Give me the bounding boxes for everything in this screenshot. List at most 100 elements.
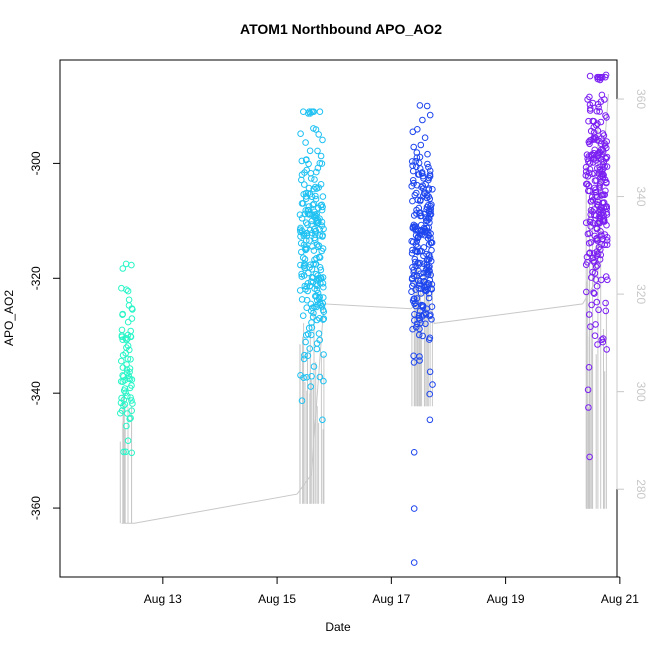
data-point	[591, 332, 599, 340]
data-point	[297, 224, 304, 232]
data-point	[301, 260, 308, 267]
data-point	[312, 212, 320, 220]
data-point	[584, 386, 592, 394]
data-point	[409, 167, 417, 175]
y-tick-label: -300	[29, 151, 43, 175]
data-point	[586, 101, 594, 109]
data-point	[411, 311, 418, 318]
data-point	[301, 351, 308, 359]
data-point	[426, 111, 434, 119]
data-point	[598, 135, 605, 142]
data-point	[126, 346, 133, 354]
data-point	[594, 120, 601, 127]
data-point	[312, 192, 319, 200]
data-point	[596, 206, 604, 213]
data-point	[426, 390, 434, 398]
data-point	[602, 307, 610, 315]
data-point	[411, 191, 419, 199]
data-point	[590, 250, 598, 257]
data-point	[593, 225, 601, 233]
data-point	[319, 316, 327, 323]
data-point	[598, 191, 606, 199]
data-point	[603, 221, 610, 229]
data-point	[303, 237, 310, 244]
data-point	[426, 336, 433, 343]
data-point	[416, 357, 423, 364]
data-point	[426, 368, 434, 376]
data-point	[297, 240, 305, 247]
data-point	[593, 201, 601, 208]
data-point	[119, 310, 126, 318]
data-point	[123, 361, 130, 368]
data-point	[428, 303, 436, 311]
data-point	[602, 71, 610, 79]
data-point	[313, 168, 320, 176]
data-point	[596, 256, 604, 263]
data-point	[128, 382, 135, 389]
data-point	[124, 410, 131, 417]
data-point	[307, 300, 315, 308]
data-point	[305, 184, 313, 192]
data-point	[584, 230, 592, 238]
data-point	[310, 309, 317, 317]
data-point	[309, 243, 316, 250]
data-point	[592, 321, 599, 328]
data-point	[425, 163, 432, 171]
data-point	[314, 147, 321, 155]
data-point	[415, 282, 423, 289]
data-point	[316, 253, 323, 261]
data-point	[589, 170, 596, 178]
data-point	[598, 168, 605, 175]
data-point	[308, 324, 316, 331]
data-point	[594, 237, 601, 244]
data-point	[122, 350, 129, 357]
y-tick-label: -340	[29, 381, 43, 405]
data-point	[119, 378, 127, 386]
data-point	[409, 223, 417, 231]
data-point	[313, 286, 321, 294]
data-point	[427, 271, 435, 279]
data-point	[603, 237, 611, 244]
data-point	[313, 292, 320, 300]
y-axis: -300 -320 -340 -360	[29, 151, 61, 520]
data-point	[427, 239, 435, 247]
data-point	[304, 352, 312, 360]
data-point	[602, 154, 609, 162]
data-point	[585, 187, 592, 195]
data-point	[128, 261, 135, 269]
data-point	[409, 282, 416, 290]
data-point	[296, 287, 304, 294]
data-point	[410, 143, 418, 151]
data-point	[122, 334, 129, 342]
data-point	[308, 193, 316, 201]
data-point	[315, 330, 323, 337]
data-point	[418, 183, 425, 191]
data-point	[123, 366, 131, 373]
data-point	[311, 256, 318, 264]
chart-title: ATOM1 Northbound APO_AO2	[240, 21, 442, 37]
data-point	[121, 376, 129, 384]
data-point	[311, 176, 318, 183]
data-point	[318, 206, 326, 214]
data-point	[118, 357, 125, 365]
data-point	[594, 137, 601, 144]
data-point	[409, 325, 416, 333]
data-point	[298, 397, 306, 405]
data-point	[319, 193, 327, 200]
data-point	[586, 249, 594, 256]
data-point	[591, 211, 598, 219]
data-point	[420, 269, 428, 277]
data-point	[307, 383, 315, 390]
data-point	[300, 355, 308, 363]
data-point	[120, 396, 128, 404]
data-point-layer	[117, 71, 611, 566]
data-point	[410, 295, 418, 302]
reference-line	[121, 94, 609, 524]
data-point	[120, 448, 127, 456]
data-point	[424, 228, 432, 235]
data-point	[582, 163, 590, 171]
data-point	[417, 141, 425, 149]
data-point	[583, 288, 590, 296]
y-right-tick-label: 300	[634, 382, 648, 402]
